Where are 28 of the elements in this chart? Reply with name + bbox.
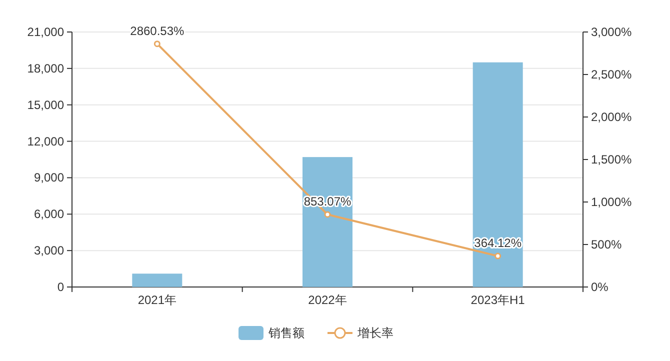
y-tick-label: 9,000	[34, 170, 64, 185]
y2-tick-label: 1,500%	[591, 152, 632, 166]
y2-tick-label: 2,000%	[591, 110, 632, 124]
point	[154, 40, 160, 48]
y2-tick-label: 1,000%	[591, 195, 632, 209]
data-label: 364.12%	[474, 236, 522, 250]
bar	[132, 274, 182, 287]
y2-tick-label: 3,000%	[591, 25, 632, 39]
y-tick-label: 12,000	[27, 134, 64, 148]
point	[324, 211, 331, 218]
y2-tick-label: 500%	[591, 238, 622, 252]
legend-label: 销售额	[268, 326, 304, 340]
y-tick-label: 15,000	[27, 98, 64, 112]
x-tick-label: 2021年	[138, 293, 177, 307]
point	[494, 252, 502, 260]
bar	[472, 62, 523, 287]
y-tick-label: 18,000	[27, 61, 64, 76]
legend-label: 增长率	[356, 326, 394, 340]
x-tick-label: 2022年	[308, 293, 347, 307]
y-tick-label: 21,000	[27, 25, 64, 39]
y2-tick-label: 0%	[591, 280, 609, 294]
y-tick-label: 0	[57, 280, 64, 294]
x-tick-label: 2023年H1	[470, 293, 526, 307]
bar	[302, 157, 352, 287]
y2-tick-label: 2,500%	[591, 68, 632, 82]
data-label: 2860.53%	[130, 24, 185, 38]
y-tick-label: 3,000	[34, 244, 64, 258]
y-tick-label: 6,000	[34, 207, 64, 222]
